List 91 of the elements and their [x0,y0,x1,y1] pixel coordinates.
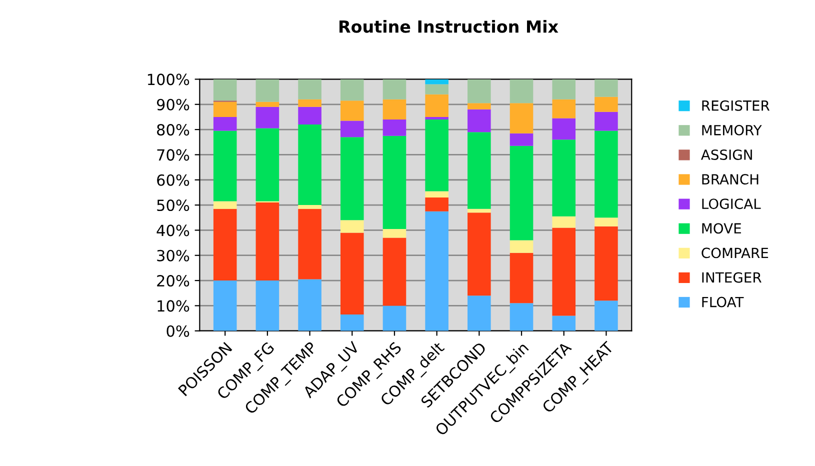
bar [382,119,406,136]
bar [594,300,618,331]
bar [340,137,364,220]
y-tick-label: 0% [166,325,190,337]
bar [298,208,322,280]
legend-label: MOVE [702,223,741,234]
bar [382,306,406,331]
bar [425,197,448,212]
bar [468,208,491,213]
legend-label: ASSIGN [701,149,752,160]
bar [213,102,237,117]
y-tick-label: 80% [157,124,190,136]
bar [340,120,364,138]
y-tick-label: 70% [157,149,190,161]
y-tick-label: 90% [156,98,190,110]
legend-label: BRANCH [702,174,758,185]
bar [340,314,364,331]
legend-label: FLOAT [702,296,744,308]
bar [468,103,491,110]
legend-label: LOGICAL [702,198,761,210]
bar [213,280,237,331]
bar [552,99,576,118]
legend-label: INTEGER [702,272,762,283]
bar [425,84,448,94]
bar [340,79,364,101]
bar [298,279,322,331]
y-tick-label: 50% [157,200,190,212]
y-tick-label: 20% [157,274,190,287]
bar [298,106,322,125]
bar [594,96,618,112]
bar [552,316,576,331]
bar [425,211,448,331]
bar [468,109,491,132]
bar [510,79,534,104]
y-tick-label: 10% [158,300,190,312]
bar [552,216,576,228]
bar [256,102,280,107]
bar [425,79,448,84]
bar [382,136,406,229]
bar [552,228,576,316]
bar [213,201,237,209]
legend-label: REGISTER [702,100,770,111]
bar [256,79,280,102]
bar [510,103,534,134]
bar [552,140,576,216]
y-tick-label: 30% [157,250,190,262]
bar [425,119,448,192]
bar [213,130,237,202]
bar [256,128,280,202]
legend-label: COMPARE [702,248,768,258]
bar [468,296,491,331]
bar [594,218,618,226]
bar [425,94,448,117]
bar [425,191,448,198]
bar [340,220,364,233]
bar [298,79,322,100]
bar [213,116,237,131]
legend-label: MEMORY [702,124,762,136]
bar [468,79,491,104]
bar [382,99,406,120]
bar [256,280,280,331]
bar [510,303,534,331]
bar [552,118,576,140]
bar [468,212,491,296]
bar [256,202,280,281]
bar [510,240,534,253]
bar [298,205,322,209]
bar [213,208,237,281]
bar [425,116,448,120]
bar [340,232,364,315]
bar [382,79,406,100]
bar [298,124,322,206]
bar [552,79,576,100]
bar [510,146,534,240]
chart-title: Routine Instruction Mix [340,20,558,33]
y-tick-label: 60% [157,174,190,186]
bar [594,112,618,131]
bar [594,226,618,301]
bar [382,238,406,306]
bar [594,79,618,97]
bar [510,252,534,304]
bar [510,133,534,146]
bar [382,228,406,238]
bar [468,132,491,209]
bar [298,99,322,107]
y-tick-label: 40% [156,224,190,236]
bar [340,100,364,121]
bar [213,79,237,101]
bar [256,106,280,128]
y-tick-label: 100% [148,74,190,86]
bar [594,130,618,218]
